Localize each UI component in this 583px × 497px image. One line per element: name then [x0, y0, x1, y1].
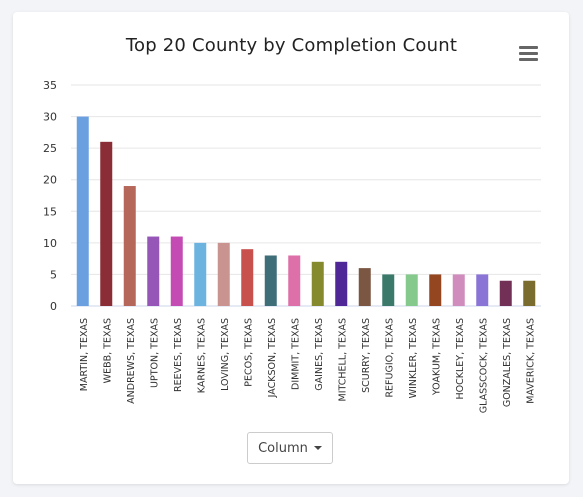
bar[interactable]: [123, 186, 136, 306]
y-tick-label: 15: [43, 205, 57, 218]
bar[interactable]: [100, 141, 113, 306]
x-tick-label: GONZALES, TEXAS: [502, 318, 513, 407]
bar[interactable]: [76, 116, 89, 306]
bar[interactable]: [429, 274, 442, 306]
x-tick-label: LOVING, TEXAS: [220, 318, 231, 391]
x-tick-label: HOCKLEY, TEXAS: [455, 318, 466, 399]
bar[interactable]: [217, 242, 230, 306]
chart-title: Top 20 County by Completion Count: [125, 35, 458, 56]
x-tick-label: ANDREWS, TEXAS: [126, 318, 137, 404]
chart-type-label: Column: [258, 440, 308, 456]
y-tick-label: 30: [43, 111, 57, 124]
bar[interactable]: [499, 280, 512, 306]
bar[interactable]: [241, 249, 254, 306]
x-tick-label: GAINES, TEXAS: [314, 318, 325, 391]
bar[interactable]: [288, 255, 301, 306]
y-tick-label: 20: [43, 174, 57, 187]
bar[interactable]: [170, 236, 183, 306]
x-tick-label: SCURRY, TEXAS: [361, 318, 372, 393]
x-tick-label: YOAKUM, TEXAS: [431, 318, 442, 396]
x-tick-label: DIMMIT, TEXAS: [290, 318, 301, 390]
caret-down-icon: [313, 446, 322, 450]
x-tick-label: REEVES, TEXAS: [173, 318, 184, 392]
y-tick-label: 25: [43, 142, 57, 155]
x-tick-label: MAVERICK, TEXAS: [525, 318, 536, 404]
bar[interactable]: [382, 274, 395, 306]
y-tick-label: 35: [43, 79, 57, 92]
menu-line: [519, 58, 538, 61]
bar[interactable]: [452, 274, 465, 306]
bar[interactable]: [476, 274, 489, 306]
x-tick-label: PECOS, TEXAS: [243, 318, 254, 387]
y-tick-label: 10: [43, 237, 57, 250]
y-tick-label: 5: [50, 268, 57, 281]
x-tick-label: MITCHELL, TEXAS: [337, 318, 348, 402]
bar[interactable]: [405, 274, 418, 306]
x-tick-label: REFUGIO, TEXAS: [384, 318, 395, 398]
bar[interactable]: [264, 255, 277, 306]
bar[interactable]: [194, 242, 207, 306]
bar[interactable]: [147, 236, 160, 306]
y-tick-label: 0: [50, 300, 57, 313]
x-tick-label: MARTIN, TEXAS: [79, 318, 90, 391]
hamburger-menu-icon[interactable]: [519, 46, 538, 61]
menu-line: [519, 52, 538, 55]
x-tick-label: JACKSON, TEXAS: [267, 318, 278, 398]
x-tick-label: WINKLER, TEXAS: [408, 318, 419, 398]
chart-type-dropdown[interactable]: Column: [247, 432, 333, 464]
bar[interactable]: [311, 261, 324, 306]
chart-plot: 0 5 10 15 20 25 30 35 MARTIN, TEXAS WEBB, TEXAS A…: [43, 79, 541, 413]
bar[interactable]: [335, 261, 348, 306]
x-tick-label: WEBB, TEXAS: [102, 318, 113, 383]
x-tick-label: UPTON, TEXAS: [149, 318, 160, 388]
x-tick-label: GLASSCOCK, TEXAS: [478, 318, 489, 413]
bar[interactable]: [358, 268, 371, 306]
bar[interactable]: [523, 280, 536, 306]
menu-line: [519, 46, 538, 49]
x-tick-label: KARNES, TEXAS: [196, 318, 207, 393]
